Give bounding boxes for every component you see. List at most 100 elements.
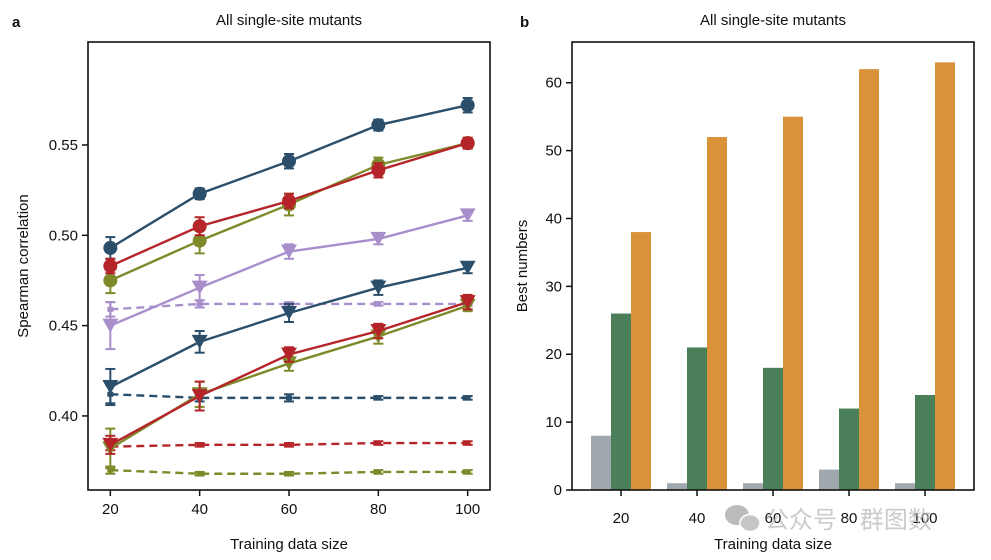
data-point [459,295,476,310]
data-point [370,280,387,295]
series-purple-triangle-solid [102,208,476,351]
data-point [191,280,208,295]
y-tick-label: 50 [545,143,562,160]
chart-b-xlabel: Training data size [714,536,832,553]
bar-group-100 [895,62,955,490]
data-point [375,395,382,401]
wechat-icon [725,505,761,533]
series-red-dashed [105,440,473,452]
bar-group-40 [667,137,727,490]
y-tick-label: 20 [545,346,562,363]
chart-b-title: All single-site mutants [700,12,846,29]
data-point [286,442,292,448]
y-tick-label: 0.45 [49,318,78,335]
data-point [459,208,476,223]
data-point [464,395,471,401]
data-point [281,356,297,371]
series-line-red-dashed [110,441,468,448]
chart-b-ylabel: Best numbers [514,220,531,313]
data-point [370,231,387,246]
data-point [371,163,386,178]
y-tick-label: 0.40 [49,408,78,425]
series-line-purple-dashed [110,302,468,311]
x-tick-label: 40 [191,501,208,518]
bar-group-60 [743,116,803,491]
data-point [191,334,208,349]
bar-grey [895,483,915,490]
data-point [196,442,203,448]
chart-a-xlabel: Training data size [230,536,348,553]
x-tick-label: 80 [370,501,387,518]
x-tick-label: 20 [102,501,119,518]
bar-group-80 [819,69,879,490]
bar-grey [743,483,763,490]
data-point [375,301,382,307]
series-line-olive-dashed [110,468,468,475]
chart-a-title: All single-site mutants [216,12,362,29]
data-point [103,259,118,273]
bar-grey [819,469,839,490]
data-point [192,219,207,234]
panel-label-a: a [12,14,21,31]
chart-b-plot-area [591,62,955,491]
x-tick-label: 40 [689,510,706,527]
bar-orange [707,137,727,490]
y-tick-label: 0.50 [49,227,78,244]
series-line-blue-dashed [110,393,468,400]
data-point [281,244,297,259]
bar-green [687,347,707,490]
data-point [192,233,207,248]
bar-green [763,367,783,490]
series-olive-dashed [105,465,473,477]
y-tick-label: 30 [545,278,562,295]
data-point [192,186,207,201]
x-tick-label: 80 [841,510,858,527]
bar-orange [631,232,651,490]
data-point [459,260,476,275]
watermark: 公众号 · 群图数 [725,505,932,534]
x-tick-label: 20 [613,510,630,527]
panel-label-b: b [520,14,529,31]
x-tick-label: 100 [912,510,937,527]
bar-green [839,408,859,490]
chart-b-axes: 20 40 60 80 100 0 10 20 30 40 50 60 [545,75,937,527]
data-point [102,437,119,452]
data-point [281,347,297,362]
data-point [286,471,292,477]
x-tick-label: 60 [765,510,782,527]
data-point [102,380,119,395]
data-point [282,154,296,169]
bar-orange [935,62,955,490]
chart-a-axes: 20 40 60 80 100 0.40 0.45 0.50 0.55 [49,137,480,518]
data-point [103,240,118,255]
bar-green [915,394,935,490]
series-blue-triangle-solid [102,260,476,407]
bar-orange [783,116,803,491]
y-tick-label: 0 [554,482,562,499]
series-line-blue-circle-solid [109,104,468,249]
data-point [103,273,118,288]
data-point [375,440,382,446]
data-point [464,440,471,446]
data-point [196,471,203,477]
data-point [102,318,119,333]
data-point [191,389,208,404]
data-point [107,467,114,473]
data-point [286,395,292,401]
bar-grey [591,435,611,490]
x-tick-label: 60 [281,501,298,518]
series-blue-dashed [105,384,473,405]
bar-orange [859,69,879,490]
chart-a-ylabel: Spearman correlation [15,194,32,337]
y-tick-label: 10 [545,414,562,431]
data-point [371,118,386,133]
series-blue-circle-solid [103,97,475,260]
chart-a-plot-area [102,97,476,477]
data-point [460,98,475,113]
bar-group-20 [591,232,651,490]
y-tick-label: 0.55 [49,137,78,154]
data-point [375,469,382,475]
data-point [282,193,296,208]
bar-grey [667,483,687,490]
